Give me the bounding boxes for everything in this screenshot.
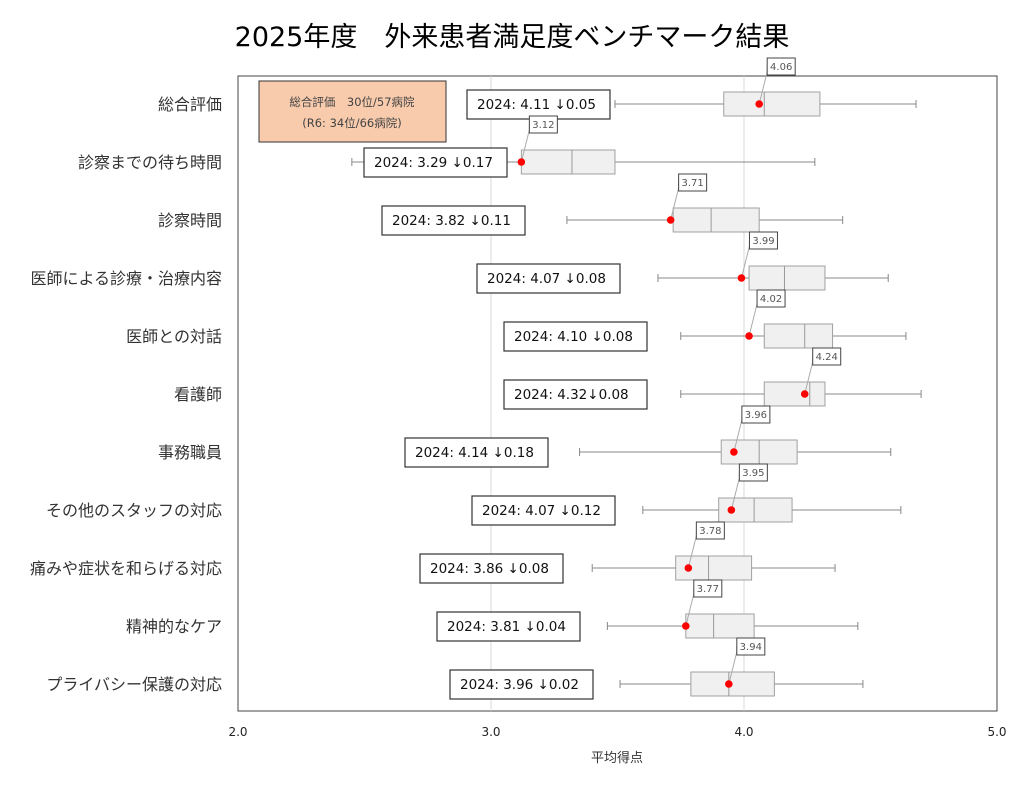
category-label: 診察時間 [158,211,222,230]
box-row: その他のスタッフの対応 2024: 4.07 ↓0.12 3.95 [46,463,902,526]
box-row: 痛みや症状を和らげる対応 2024: 3.86 ↓0.08 3.78 [30,521,836,584]
callout-box [766,57,796,76]
category-label: 医師との対話 [126,327,222,346]
own-value-label: 3.96 [745,410,767,421]
own-score-point [517,158,526,166]
iqr-box [685,613,755,639]
own-score-point [727,506,736,514]
callout-box [695,521,725,540]
box-row: 医師による診療・治療内容 2024: 4.07 ↓0.08 3.99 [30,231,889,294]
plot-frame [237,75,998,712]
own-score-point [745,332,753,340]
summary-box: 総合評価 30位/57病院 (R6: 34位/66病院) [258,80,447,143]
comparison-box [449,669,594,700]
iqr-box [763,381,826,407]
comparison-box [471,495,616,526]
own-score-point [682,622,690,630]
category-label: 総合評価 [158,95,222,114]
comparison-label: 2024: 3.86 ↓0.08 [430,561,549,577]
x-tick-label: 2.0 [228,725,247,739]
own-score-point [684,564,693,572]
comparison-box [436,611,581,642]
iqr-box [748,265,826,291]
category-label: その他のスタッフの対応 [46,501,222,520]
comparison-label: 2024: 4.07 ↓0.08 [487,271,606,287]
iqr-box [723,91,821,117]
comparison-box [381,205,526,236]
comparison-box [503,321,648,352]
iqr-box [672,207,760,233]
box-row: 看護師 2024: 4.32↓0.08 4.24 [174,347,922,410]
category-label: 診察までの待ち時間 [78,153,222,172]
own-value-label: 3.12 [532,120,554,131]
iqr-box [520,149,616,175]
callout-box [741,405,771,424]
own-score-point [725,680,733,688]
callout-box [748,231,778,250]
comparison-label: 2024: 4.32↓0.08 [514,387,629,403]
comparison-label: 2024: 4.11 ↓0.05 [477,97,596,113]
comparison-box [363,147,508,178]
own-score-point [755,100,763,108]
box-row: 医師との対話 2024: 4.10 ↓0.08 4.02 [126,289,907,352]
comparison-label: 2024: 4.07 ↓0.12 [482,503,601,519]
callout-box [756,289,786,308]
own-value-label: 4.02 [760,294,782,305]
category-label: 事務職員 [158,443,222,462]
comparison-box [503,379,648,410]
callout-box [528,115,558,134]
comparison-box [419,553,564,584]
own-value-label: 3.71 [681,178,703,189]
comparison-box [476,263,621,294]
callout-leader [740,240,750,279]
own-value-label: 3.94 [740,642,762,653]
category-label: 医師による診療・治療内容 [30,269,222,288]
category-label: 精神的なケア [126,617,222,636]
iqr-box [763,323,834,349]
x-axis-label: 平均得点 [591,750,643,766]
own-value-label: 4.06 [770,62,792,73]
comparison-label: 2024: 4.10 ↓0.08 [514,329,633,345]
comparison-label: 2024: 4.14 ↓0.18 [415,445,534,461]
own-score-point [730,448,738,456]
box-row: プライバシー保護の対応 2024: 3.96 ↓0.02 3.94 [46,637,864,700]
own-score-point [666,216,675,224]
comparison-label: 2024: 3.82 ↓0.11 [392,213,511,229]
own-score-point [800,390,809,398]
callout-box [812,347,842,366]
own-value-label: 3.78 [699,526,721,537]
own-score-point [737,274,746,282]
comparison-label: 2024: 3.29 ↓0.17 [374,155,493,171]
comparison-label: 2024: 3.96 ↓0.02 [460,677,579,693]
comparison-box [404,437,549,468]
box-row: 総合評価 2024: 4.11 ↓0.05 4.06 [158,57,917,120]
category-label: プライバシー保護の対応 [46,675,222,694]
own-value-label: 4.24 [816,352,838,363]
chart-title: 2025年度 外来患者満足度ベンチマーク結果 [235,22,790,53]
summary-line2: (R6: 34位/66病院) [302,116,401,130]
x-tick-label: 4.0 [734,725,753,739]
box-row: 事務職員 2024: 4.14 ↓0.18 3.96 [158,405,892,468]
comparison-label: 2024: 3.81 ↓0.04 [447,619,566,635]
box-row: 診察までの待ち時間 2024: 3.29 ↓0.17 3.12 [78,115,816,178]
box-row: 精神的なケア 2024: 3.81 ↓0.04 3.77 [126,579,859,642]
category-label: 看護師 [174,385,222,404]
callout-box [693,579,723,598]
own-value-label: 3.99 [752,236,774,247]
comparison-box [466,89,611,120]
category-label: 痛みや症状を和らげる対応 [30,559,222,578]
x-tick-label: 3.0 [481,725,500,739]
callout-box [736,637,766,656]
own-value-label: 3.95 [742,468,764,479]
box-row: 診察時間 2024: 3.82 ↓0.11 3.71 [158,173,844,236]
callout-box [738,463,768,482]
x-tick-label: 5.0 [987,725,1006,739]
summary-line1: 総合評価 30位/57病院 [289,95,415,109]
callout-box [678,173,708,192]
own-value-label: 3.77 [697,584,719,595]
callout-leader [748,298,758,337]
